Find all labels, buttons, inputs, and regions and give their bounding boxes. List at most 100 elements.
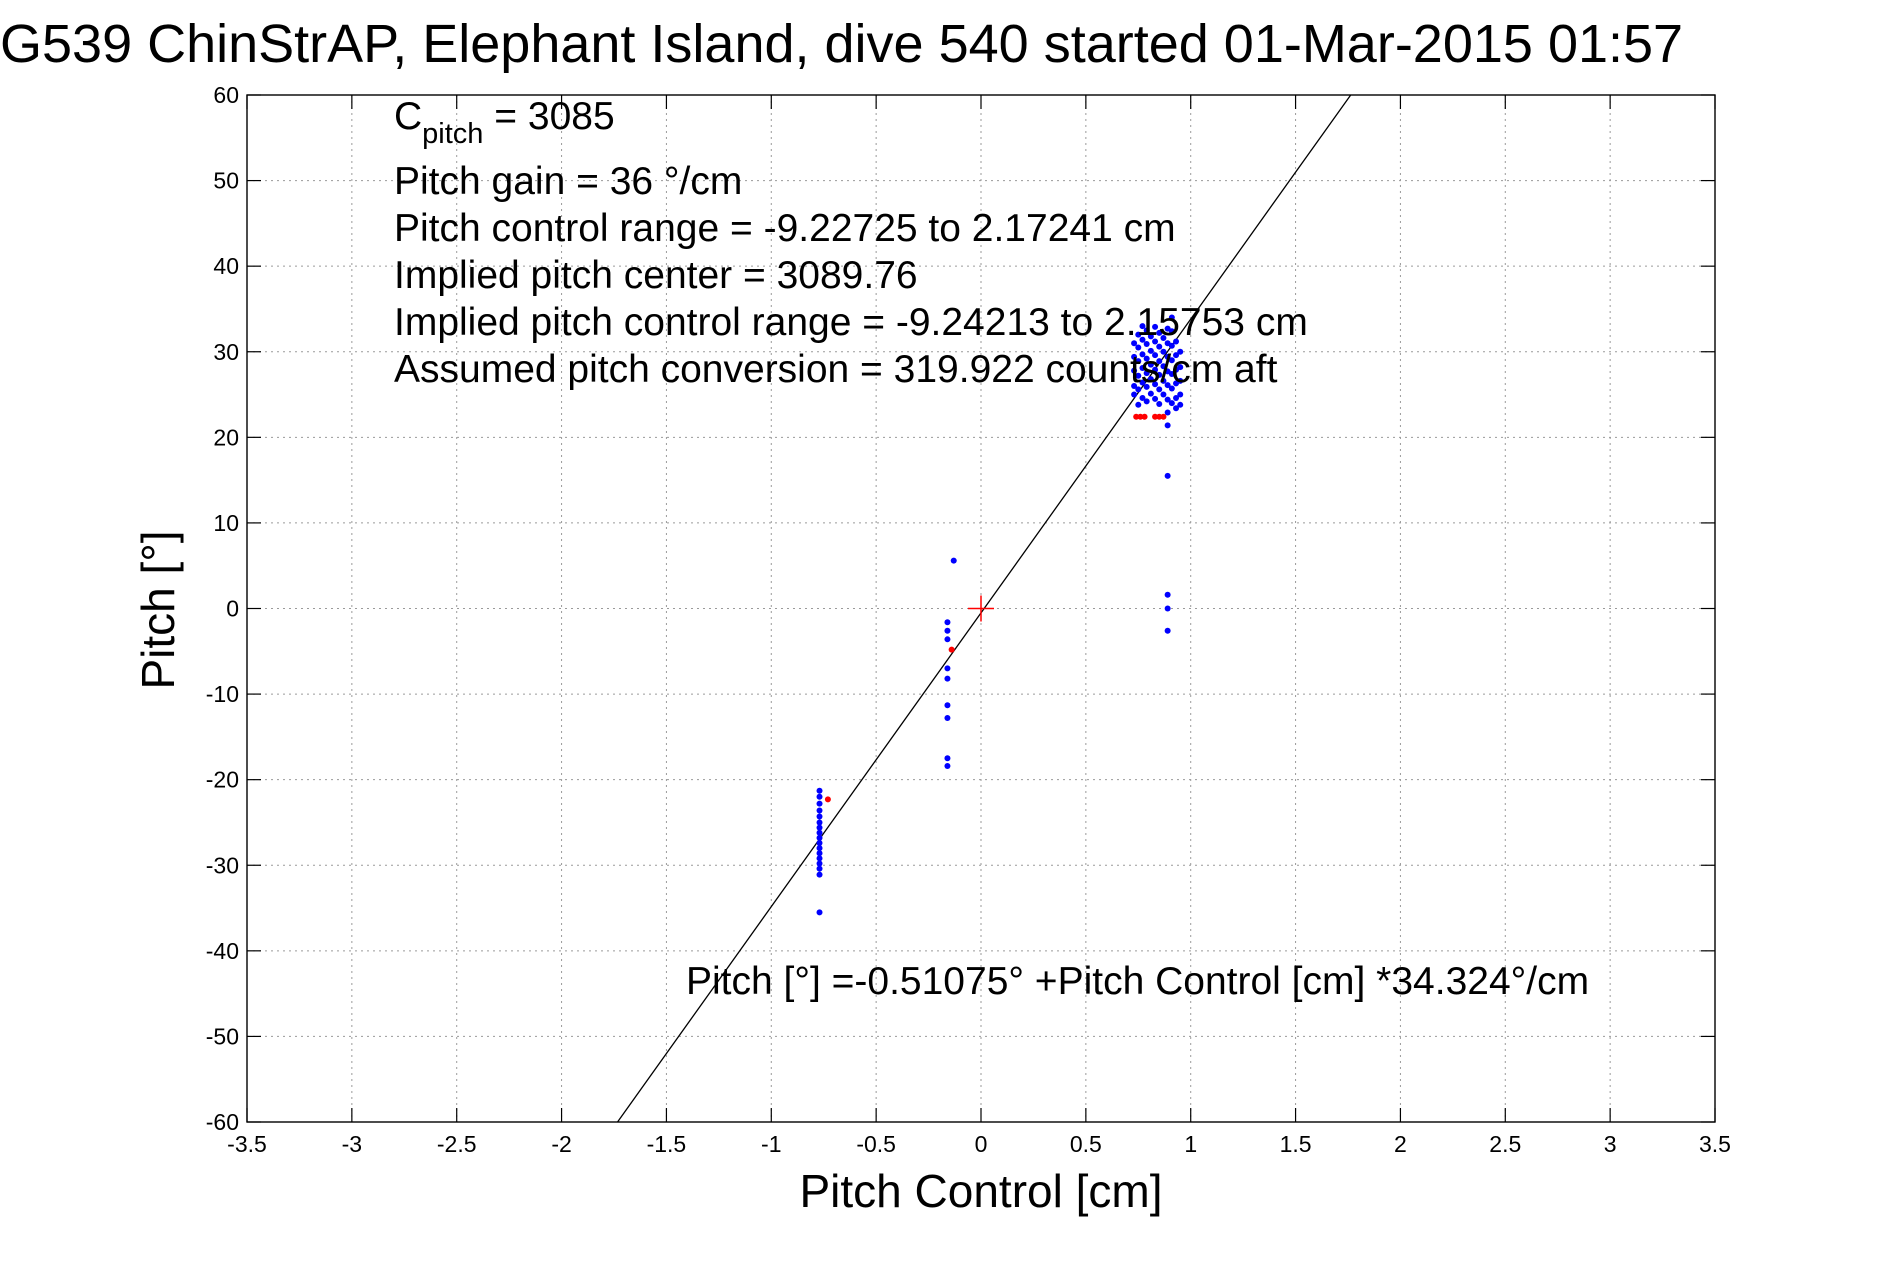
- data-point-blue: [816, 829, 823, 836]
- data-point-blue: [1164, 422, 1171, 429]
- data-point-blue: [1147, 333, 1154, 340]
- data-point-red: [1156, 413, 1163, 420]
- data-point-blue: [1135, 331, 1142, 338]
- data-point-blue: [1168, 371, 1175, 378]
- implied-range-annotation: Implied pitch control range = -9.24213 t…: [394, 301, 1308, 344]
- x-tick-label: 3: [1604, 1131, 1617, 1157]
- data-point-red: [1137, 413, 1144, 420]
- data-point-blue: [1143, 327, 1150, 334]
- y-tick-label: -10: [206, 681, 239, 707]
- data-point-blue: [1173, 352, 1180, 359]
- data-point-blue: [1152, 352, 1159, 359]
- data-point-blue: [1147, 361, 1154, 368]
- data-point-blue: [1152, 323, 1159, 330]
- implied-center-annotation: Implied pitch center = 3089.76: [394, 254, 918, 297]
- x-tick-label: 0: [975, 1131, 988, 1157]
- data-point-blue: [1164, 409, 1171, 416]
- x-tick-label: -1: [761, 1131, 781, 1157]
- data-point-blue: [1147, 347, 1154, 354]
- data-point-blue: [1156, 358, 1163, 365]
- data-point-blue: [944, 702, 951, 709]
- y-tick-label: 60: [213, 82, 239, 108]
- data-point-blue: [1156, 329, 1163, 336]
- data-point-blue: [1139, 379, 1146, 386]
- y-axis-label: Pitch [°]: [132, 530, 184, 689]
- annotation-block: Cpitch = 3085 Pitch gain = 36 °/cm Pitch…: [394, 95, 1308, 391]
- data-point-blue: [816, 800, 823, 807]
- data-point-blue: [1152, 395, 1159, 402]
- data-point-blue: [944, 619, 951, 626]
- data-point-blue: [1164, 396, 1171, 403]
- x-tick-label: -1.5: [647, 1131, 687, 1157]
- data-point-blue: [1160, 377, 1167, 384]
- x-tick-label: -2: [551, 1131, 571, 1157]
- data-point-red: [1141, 413, 1148, 420]
- x-tick-label: 1.5: [1280, 1131, 1312, 1157]
- data-point-blue: [1143, 370, 1150, 377]
- data-point-blue: [816, 865, 823, 872]
- data-point-blue: [1131, 391, 1138, 398]
- data-point-blue: [1160, 363, 1167, 370]
- data-point-blue: [1160, 391, 1167, 398]
- y-tick-label: -20: [206, 767, 239, 793]
- data-point-blue: [1152, 366, 1159, 373]
- data-point-blue: [1177, 391, 1184, 398]
- x-tick-label: -0.5: [856, 1131, 896, 1157]
- y-tick-label: -30: [206, 852, 239, 878]
- data-point-blue: [1131, 340, 1138, 347]
- data-point-blue: [816, 845, 823, 852]
- data-point-blue: [1152, 338, 1159, 345]
- data-point-blue: [944, 762, 951, 769]
- data-point-blue: [944, 665, 951, 672]
- data-point-blue: [1147, 376, 1154, 383]
- data-point-blue: [1164, 627, 1171, 634]
- y-tick-label: -50: [206, 1023, 239, 1049]
- data-point-blue: [950, 557, 957, 564]
- x-tick-label: -3.5: [227, 1131, 267, 1157]
- data-point-blue: [1139, 323, 1146, 330]
- data-point-blue: [816, 871, 823, 878]
- data-point-blue: [816, 824, 823, 831]
- fit-equation-annotation: Pitch [°] =-0.51075° +Pitch Control [cm]…: [686, 960, 1589, 1003]
- data-point-blue: [1168, 400, 1175, 407]
- data-point-blue: [1173, 405, 1180, 412]
- data-point-blue: [816, 793, 823, 800]
- data-point-blue: [1160, 335, 1167, 342]
- scatter-points: [816, 314, 1184, 916]
- y-tick-label: 20: [213, 424, 239, 450]
- data-point-blue: [944, 755, 951, 762]
- y-tick-label: 40: [213, 253, 239, 279]
- data-point-blue: [1139, 351, 1146, 358]
- x-tick-label: -3: [342, 1131, 362, 1157]
- data-point-blue: [1168, 357, 1175, 364]
- data-point-blue: [1156, 400, 1163, 407]
- y-tick-label: 10: [213, 510, 239, 536]
- data-point-blue: [1177, 377, 1184, 384]
- data-point-blue: [1164, 605, 1171, 612]
- x-tick-label: 2.5: [1489, 1131, 1521, 1157]
- data-point-blue: [1139, 365, 1146, 372]
- data-point-blue: [1164, 591, 1171, 598]
- data-point-blue: [1143, 383, 1150, 390]
- x-tick-labels: -3.5 -3 -2.5 -2 -1.5 -1 -0.5 0 0.5 1 1.5 2 2.5 3 3.5: [227, 1131, 1731, 1157]
- data-point-blue: [1168, 342, 1175, 349]
- data-point-blue: [1143, 398, 1150, 405]
- y-tick-label: -40: [206, 938, 239, 964]
- y-tick-label: 50: [213, 168, 239, 194]
- pitch-gain-annotation: Pitch gain = 36 °/cm: [394, 160, 742, 203]
- data-point-blue: [1135, 344, 1142, 351]
- assumed-conversion-annotation: Assumed pitch conversion = 319.922 count…: [394, 348, 1278, 391]
- c-pitch-main: C: [394, 95, 422, 138]
- data-point-blue: [1173, 394, 1180, 401]
- data-point-blue: [1147, 390, 1154, 397]
- data-point-blue: [1131, 382, 1138, 389]
- data-point-blue: [1143, 341, 1150, 348]
- data-point-blue: [1177, 364, 1184, 371]
- data-point-blue: [1135, 401, 1142, 408]
- data-point-blue: [944, 675, 951, 682]
- data-point-red: [948, 646, 955, 653]
- data-point-blue: [816, 819, 823, 826]
- x-tick-label: 1: [1184, 1131, 1197, 1157]
- data-point-blue: [1160, 348, 1167, 355]
